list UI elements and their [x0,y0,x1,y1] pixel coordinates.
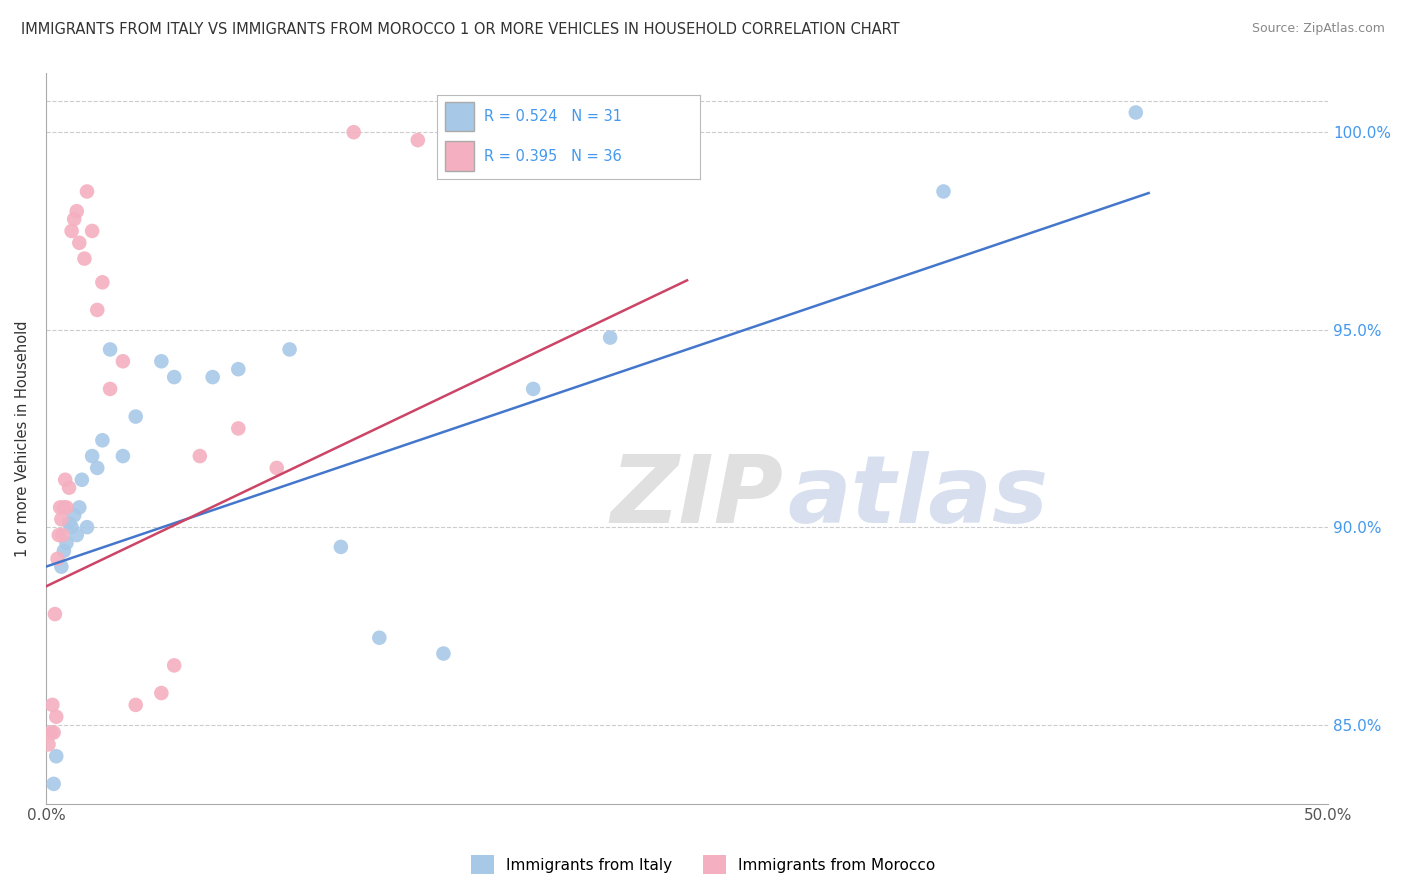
Point [41,698,63,712]
Text: atlas: atlas [787,450,1049,542]
Point [522,382,544,396]
Point [86,302,108,317]
Point [76,520,98,534]
Point [226,421,249,435]
Point [150,686,173,700]
Point [52,500,75,515]
Point [39,725,62,739]
Point [201,370,224,384]
Point [42,725,65,739]
Point [266,461,288,475]
Point [1125,105,1147,120]
Legend: Immigrants from Italy, Immigrants from Morocco: Immigrants from Italy, Immigrants from M… [465,849,941,880]
Point [58,516,80,531]
Point [111,354,134,368]
Point [329,540,352,554]
Point [52,544,75,558]
Point [70,473,93,487]
Point [42,777,65,791]
Point [45,710,67,724]
Text: Source: ZipAtlas.com: Source: ZipAtlas.com [1251,22,1385,36]
Point [98,382,121,396]
Point [343,125,366,139]
Point [76,185,98,199]
Point [67,500,90,515]
Point [91,434,114,448]
Point [163,658,186,673]
Point [278,343,301,357]
Point [66,204,89,219]
Point [58,481,80,495]
Point [86,461,108,475]
Point [82,449,104,463]
Point [51,559,73,574]
Point [82,224,104,238]
Point [52,528,75,542]
Y-axis label: 1 or more Vehicles in Household: 1 or more Vehicles in Household [15,320,30,557]
Point [368,631,391,645]
Point [125,698,148,712]
Point [98,343,121,357]
Point [55,536,77,550]
Point [66,528,89,542]
Point [599,330,621,344]
Point [226,362,249,376]
Point [522,145,544,159]
Point [125,409,148,424]
Point [49,500,72,515]
Point [406,133,429,147]
Point [38,738,60,752]
Point [67,235,90,250]
Point [60,224,83,238]
Point [55,500,77,515]
Point [91,275,114,289]
Text: ZIP: ZIP [610,450,783,542]
Point [60,520,83,534]
Point [63,212,86,227]
Point [932,185,955,199]
Point [63,508,86,523]
Point [188,449,211,463]
Point [432,647,454,661]
Point [45,749,67,764]
Point [48,528,70,542]
Point [650,105,672,120]
Text: IMMIGRANTS FROM ITALY VS IMMIGRANTS FROM MOROCCO 1 OR MORE VEHICLES IN HOUSEHOLD: IMMIGRANTS FROM ITALY VS IMMIGRANTS FROM… [21,22,900,37]
Point [46,551,69,566]
Point [51,512,73,526]
Point [111,449,134,463]
Point [163,370,186,384]
Point [150,354,173,368]
Point [44,607,66,621]
Point [53,473,76,487]
Point [73,252,96,266]
